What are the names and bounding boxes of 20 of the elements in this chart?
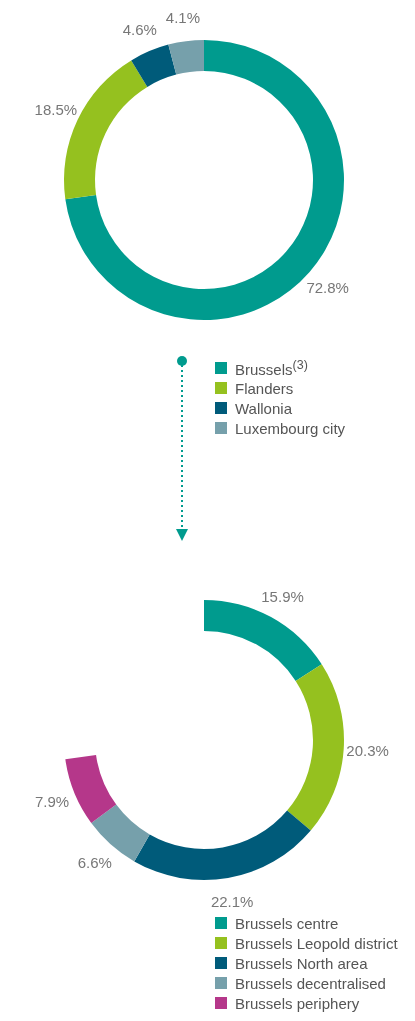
legend-label: Wallonia [235,399,292,417]
donut-slice [131,44,177,87]
legend-label: Brussels decentralised [235,974,386,992]
donut-slice [168,40,204,75]
data-label: 72.8% [306,279,349,297]
data-label: 7.9% [34,793,70,811]
legend-label: Brussels$^{(3)}$ [235,358,308,378]
legend-label: Brussels Leopold district [235,934,398,952]
legend-label: Luxembourg city [235,419,346,437]
data-label: 4.1% [165,8,201,26]
legend-label: Flanders [235,379,294,397]
data-label: 4.6% [122,20,157,38]
legend-label: Brussels centre [235,914,339,932]
data-label: 22.1% [210,893,254,911]
data-label: 6.6% [77,853,112,871]
data-label: 20.3% [346,742,389,760]
legend-label: Brussels periphery [235,994,360,1012]
legend-label: Brussels North area [235,954,368,972]
data-label: 15.9% [261,587,304,605]
data-label: 18.5% [34,101,78,119]
